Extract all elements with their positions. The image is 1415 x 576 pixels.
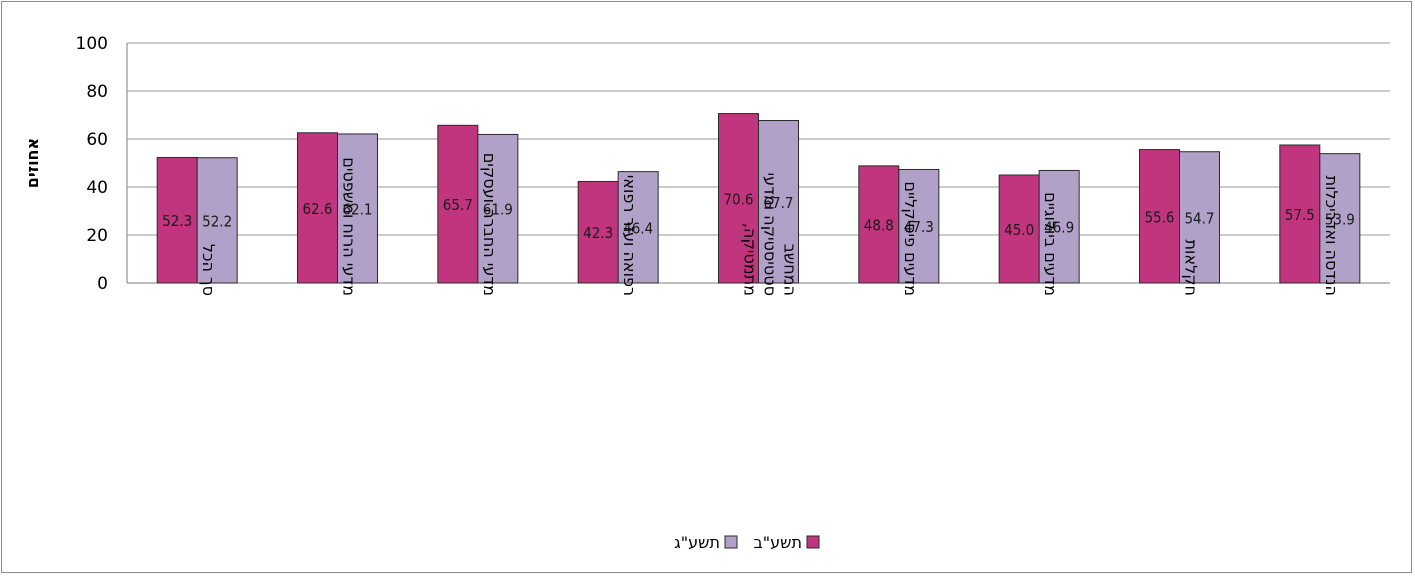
category-label: מדעי החברה ועסקים <box>480 153 499 296</box>
y-tick-label: 60 <box>86 130 108 150</box>
bar <box>1139 149 1180 284</box>
y-tick-label: 20 <box>86 226 108 246</box>
category-label: מדעים פיסיקליים <box>901 181 920 296</box>
data-label: 67.7 <box>763 194 793 212</box>
category-label: מדעי הרוח ומשפטים <box>340 157 359 296</box>
bar <box>718 113 759 284</box>
bar <box>156 156 198 284</box>
category-label: סך הכל <box>199 244 218 296</box>
bar <box>477 133 519 284</box>
y-tick-label: 80 <box>86 82 108 102</box>
bar <box>437 124 479 284</box>
bar <box>577 180 619 284</box>
data-label: 54.7 <box>1184 209 1214 227</box>
bar <box>617 171 659 284</box>
data-label: 55.6 <box>1144 208 1174 226</box>
y-axis-title: אחוזים <box>23 138 42 188</box>
bar <box>297 132 338 284</box>
legend-label: תשע"ב <box>754 533 802 552</box>
legend-label: תשע"ג <box>674 533 720 552</box>
category-label: המחשב <box>781 244 800 296</box>
y-tick-label: 100 <box>76 34 108 54</box>
data-label: 70.6 <box>723 190 753 208</box>
bar <box>196 157 238 284</box>
category-label: סטטיסטיקה ומדעי <box>761 173 780 297</box>
data-label: 45.0 <box>1004 221 1034 239</box>
data-label: 42.3 <box>583 224 613 242</box>
bar <box>758 120 799 284</box>
bar <box>1179 151 1220 284</box>
data-label: 57.5 <box>1285 206 1315 224</box>
data-label: 52.3 <box>162 212 192 230</box>
data-label: 47.3 <box>904 218 934 236</box>
data-label: 65.7 <box>443 196 473 214</box>
category-label: מתמטיקה, <box>741 223 760 296</box>
data-label: 52.2 <box>202 212 232 230</box>
data-label: 46.4 <box>623 219 653 237</box>
data-label: 53.9 <box>1325 210 1355 228</box>
legend-swatch <box>724 535 738 549</box>
y-tick-label: 40 <box>86 178 108 198</box>
category-label: הנדסה ואדריכלות <box>1322 176 1341 296</box>
category-label: מדעים ביולוגיים <box>1041 192 1060 296</box>
bar <box>1319 153 1361 284</box>
bar <box>337 133 378 284</box>
category-label: חקלאות <box>1182 240 1201 296</box>
data-label: 62.6 <box>302 200 332 218</box>
data-label: 46.9 <box>1044 219 1074 237</box>
data-label: 48.8 <box>864 216 894 234</box>
bar <box>898 168 940 284</box>
data-label: 62.1 <box>342 200 372 218</box>
legend-swatch <box>806 535 820 549</box>
data-label: 61.9 <box>483 201 513 219</box>
bar <box>1038 169 1080 284</box>
y-tick-label: 0 <box>97 274 108 294</box>
category-label: רפואה ועזר רפואי <box>620 175 639 296</box>
